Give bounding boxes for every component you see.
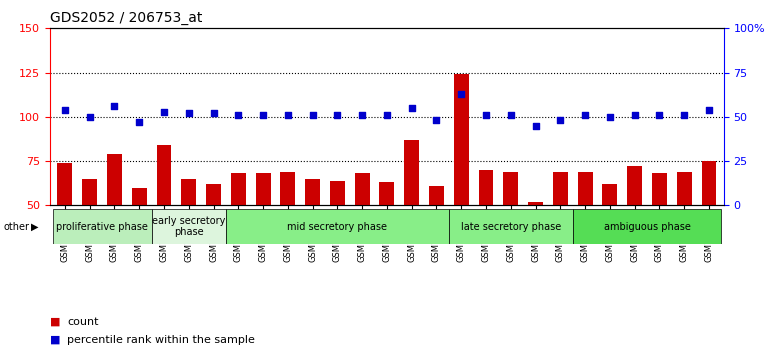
Bar [449,209,573,244]
Point [504,112,517,118]
Text: ambiguous phase: ambiguous phase [604,222,691,232]
Text: ■: ■ [50,335,61,345]
Text: ▶: ▶ [31,222,38,232]
Text: count: count [67,317,99,327]
Point [59,107,71,113]
Point [282,112,294,118]
Bar [355,173,370,205]
Point [380,112,393,118]
Bar [429,186,444,205]
Point [356,112,368,118]
Bar [652,173,667,205]
Point [480,112,492,118]
Text: early secretory
phase: early secretory phase [152,216,226,238]
Bar [380,182,394,205]
Bar [404,140,419,205]
Point [257,112,270,118]
Bar [152,209,226,244]
Bar [305,179,320,205]
Point [331,112,343,118]
Bar [280,172,295,205]
Point [579,112,591,118]
Point [430,118,443,123]
Text: late secretory phase: late secretory phase [460,222,561,232]
Text: mid secretory phase: mid secretory phase [287,222,387,232]
Point [158,109,170,114]
Bar [454,74,469,205]
Bar [256,173,270,205]
Bar [226,209,449,244]
Text: proliferative phase: proliferative phase [56,222,148,232]
Point [653,112,665,118]
Bar [573,209,721,244]
Bar [479,170,494,205]
Point [109,103,121,109]
Bar [701,161,716,205]
Point [306,112,319,118]
Point [232,112,244,118]
Bar [628,166,642,205]
Point [182,110,195,116]
Bar [107,154,122,205]
Point [83,114,95,120]
Bar [528,202,543,205]
Point [604,114,616,120]
Text: percentile rank within the sample: percentile rank within the sample [67,335,255,345]
Text: ■: ■ [50,317,61,327]
Text: GDS2052 / 206753_at: GDS2052 / 206753_at [50,11,203,25]
Bar [553,172,567,205]
Bar [330,181,345,205]
Bar [132,188,146,205]
Point [554,118,567,123]
Bar [504,172,518,205]
Bar [677,172,691,205]
Bar [206,184,221,205]
Point [703,107,715,113]
Point [678,112,691,118]
Text: other: other [4,222,30,232]
Bar [181,179,196,205]
Bar [52,209,152,244]
Bar [156,145,172,205]
Point [133,119,146,125]
Bar [231,173,246,205]
Point [455,91,467,97]
Bar [82,179,97,205]
Point [530,123,542,129]
Point [207,110,219,116]
Bar [578,172,593,205]
Bar [602,184,618,205]
Bar [58,163,72,205]
Point [406,105,418,111]
Point [628,112,641,118]
